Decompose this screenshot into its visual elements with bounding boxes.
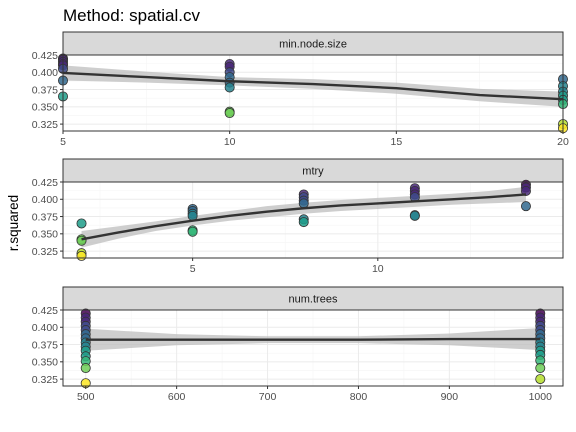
facet-min.node.size: min.node.size 0.325 0.350 0.375 0.400 0.425 5 1… bbox=[32, 31, 569, 148]
facet-num.trees: num.trees 0.325 0.350 0.375 0.400 0.425 500 600… bbox=[32, 286, 564, 403]
data-point bbox=[76, 235, 87, 246]
data-point bbox=[520, 201, 531, 212]
y-tick-label: 0.325 bbox=[32, 374, 58, 386]
y-tick-label: 0.400 bbox=[32, 67, 58, 79]
panel-border bbox=[62, 309, 564, 387]
y-tick-label: 0.425 bbox=[32, 50, 58, 62]
y-tick-label: 0.425 bbox=[32, 305, 58, 317]
x-tick-label: 10 bbox=[372, 263, 384, 275]
data-point bbox=[76, 250, 87, 261]
x-tick-label: 20 bbox=[557, 136, 569, 148]
x-tick-label: 900 bbox=[441, 391, 459, 403]
facet-strip-label: min.node.size bbox=[279, 39, 347, 51]
x-tick-label: 500 bbox=[77, 391, 95, 403]
x-tick-label: 10 bbox=[224, 136, 236, 148]
x-tick-label: 1000 bbox=[529, 391, 553, 403]
data-point bbox=[298, 217, 309, 228]
smooth-line bbox=[85, 337, 541, 341]
y-tick-label: 0.350 bbox=[32, 229, 58, 241]
facet-panels: min.node.size 0.325 0.350 0.375 0.400 0.425 5 1… bbox=[32, 31, 569, 403]
facet-strip-label: mtry bbox=[302, 166, 324, 178]
panel-border bbox=[62, 181, 564, 259]
facet-mtry: mtry 0.325 0.350 0.375 0.400 0.425 5 10 bbox=[32, 158, 564, 275]
data-point bbox=[224, 108, 235, 119]
data-point bbox=[298, 198, 309, 209]
confidence-ribbon bbox=[63, 65, 563, 107]
y-tick-label: 0.400 bbox=[32, 194, 58, 206]
y-tick-label: 0.375 bbox=[32, 84, 58, 96]
y-tick-label: 0.375 bbox=[32, 211, 58, 223]
data-point bbox=[187, 226, 198, 237]
smooth-line bbox=[81, 193, 527, 241]
y-tick-label: 0.425 bbox=[32, 177, 58, 189]
x-tick-label: 700 bbox=[259, 391, 277, 403]
chart-title: Method: spatial.cv bbox=[63, 6, 201, 25]
y-tick-label: 0.400 bbox=[32, 322, 58, 334]
x-tick-label: 600 bbox=[168, 391, 186, 403]
data-point bbox=[535, 363, 546, 374]
x-tick-label: 5 bbox=[190, 263, 196, 275]
y-tick-label: 0.350 bbox=[32, 357, 58, 369]
y-tick-label: 0.325 bbox=[32, 119, 58, 131]
data-point bbox=[409, 210, 420, 221]
data-point bbox=[224, 82, 235, 93]
y-tick-label: 0.375 bbox=[32, 339, 58, 351]
data-point bbox=[535, 374, 546, 385]
y-axis-title: r.squared bbox=[6, 195, 21, 251]
smooth-line bbox=[62, 71, 564, 101]
panel-border bbox=[62, 54, 564, 132]
y-tick-label: 0.325 bbox=[32, 246, 58, 258]
x-tick-label: 800 bbox=[350, 391, 368, 403]
x-tick-label: 5 bbox=[60, 136, 66, 148]
y-tick-label: 0.350 bbox=[32, 102, 58, 114]
x-tick-label: 15 bbox=[390, 136, 402, 148]
data-point bbox=[76, 218, 87, 229]
facet-strip-label: num.trees bbox=[289, 294, 338, 306]
data-point bbox=[80, 363, 91, 374]
